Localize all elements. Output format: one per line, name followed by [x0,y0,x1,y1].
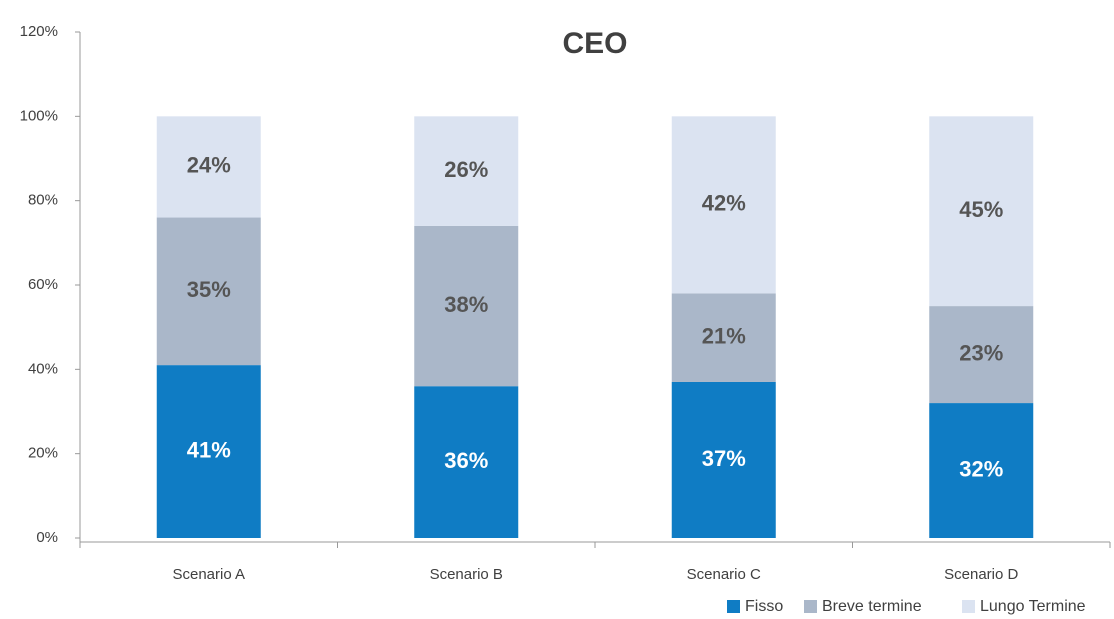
value-label: 35% [187,277,231,302]
y-tick-label: 20% [28,445,58,462]
value-label: 21% [702,324,746,349]
x-tick-label: Scenario A [172,566,245,583]
legend-swatch [727,600,740,613]
x-tick-label: Scenario B [430,566,503,583]
value-label: 45% [959,197,1003,222]
y-tick-label: 40% [28,360,58,377]
value-label: 41% [187,437,231,462]
y-tick-label: 80% [28,192,58,209]
legend-label: Lungo Termine [980,598,1086,615]
y-tick-label: 0% [36,529,58,546]
bar-segment [671,116,776,294]
x-tick-label: Scenario D [944,566,1018,583]
value-label: 26% [444,157,488,182]
chart-title: CEO [562,27,627,60]
y-tick-label: 120% [20,23,58,40]
value-label: 38% [444,292,488,317]
bar-segment [414,116,519,226]
legend-swatch [962,600,975,613]
value-label: 32% [959,456,1003,481]
bar-segment [156,365,261,538]
y-tick-label: 60% [28,276,58,293]
bar-segment [929,116,1034,307]
value-label: 36% [444,448,488,473]
bar-segment [156,217,261,366]
bar-segment [671,293,776,382]
legend-swatch [804,600,817,613]
bar-segment [671,381,776,538]
x-tick-label: Scenario C [687,566,761,583]
bar-segment [156,116,261,218]
value-label: 42% [702,191,746,216]
value-label: 37% [702,446,746,471]
value-label: 23% [959,340,1003,365]
bar-segment [414,386,519,538]
legend-label: Fisso [745,598,783,615]
bar-segment [414,225,519,387]
legend-label: Breve termine [822,598,922,615]
value-label: 24% [187,153,231,178]
bar-segment [929,306,1034,404]
y-tick-label: 100% [20,107,58,124]
bar-segment [929,403,1034,538]
